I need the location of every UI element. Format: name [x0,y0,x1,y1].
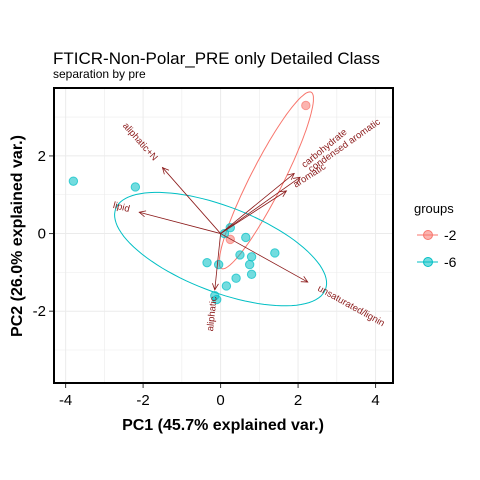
x-tick-label: -2 [136,392,149,409]
point-group-neg6 [235,250,245,260]
point-group-neg6 [231,273,241,283]
legend: groups -2 -6 [414,201,457,270]
chart-title: FTICR-Non-Polar_PRE only Detailed Class [53,49,380,68]
legend-key-point [423,230,433,240]
x-axis-title: PC1 (45.7% explained var.) [122,417,324,434]
chart-subtitle: separation by pre [53,67,146,81]
arrow-unsaturated-lignin [220,233,308,283]
y-axis-title: PC2 (26.0% explained var.) [9,135,26,337]
ellipse-group-neg2 [218,91,314,270]
arrow-aliphatic-N [162,167,221,234]
legend-title: groups [414,201,454,216]
loading-label: lipid [112,200,131,215]
y-tick-label: -2 [33,303,46,320]
point-group-neg6 [212,294,222,305]
point-group-neg6 [202,257,212,268]
arrow-carbohydrate [220,173,295,234]
arrow-head [293,176,301,184]
arrow-head [279,190,288,198]
y-tick-label: 0 [38,226,46,243]
point-group-neg6 [270,248,280,258]
data-points [68,100,311,305]
point-group-neg6 [213,259,224,270]
legend-key-point [423,257,433,267]
y-tick-label: 2 [38,148,46,165]
panel-border [53,87,394,384]
x-tick-label: 4 [371,392,379,409]
arrow-head [300,276,309,283]
arrow-head [212,283,219,291]
arrow-aliphatic [214,233,221,290]
point-group-neg6 [246,269,257,280]
point-group-neg6 [244,259,255,270]
group-ellipses [114,91,328,307]
arrow-aromatic [220,190,287,234]
x-tick-label: -4 [59,392,72,409]
legend-label: -6 [444,254,457,270]
x-axis-ticks: -4 -2 0 2 4 [59,384,380,409]
point-group-neg6 [241,232,251,243]
point-group-neg6 [246,252,257,262]
point-group-neg6 [68,176,79,186]
legend-label: -2 [444,227,457,243]
arrow-head [138,210,147,218]
arrow-head [161,166,170,175]
y-axis-ticks: -2 0 2 [33,148,53,320]
loading-arrows [138,166,309,291]
point-group-neg2 [301,100,311,111]
x-tick-label: 2 [294,392,302,409]
point-group-neg6 [221,281,232,291]
loading-label: aliphatic [205,296,220,332]
x-tick-label: 0 [216,392,224,409]
ellipse-group-neg6 [114,191,328,307]
grid-lines [54,88,393,383]
arrow-lipid [139,211,221,234]
arrow-head [287,172,295,180]
arrow-condensed-aromatic [220,176,301,234]
point-group-neg6 [130,182,141,192]
